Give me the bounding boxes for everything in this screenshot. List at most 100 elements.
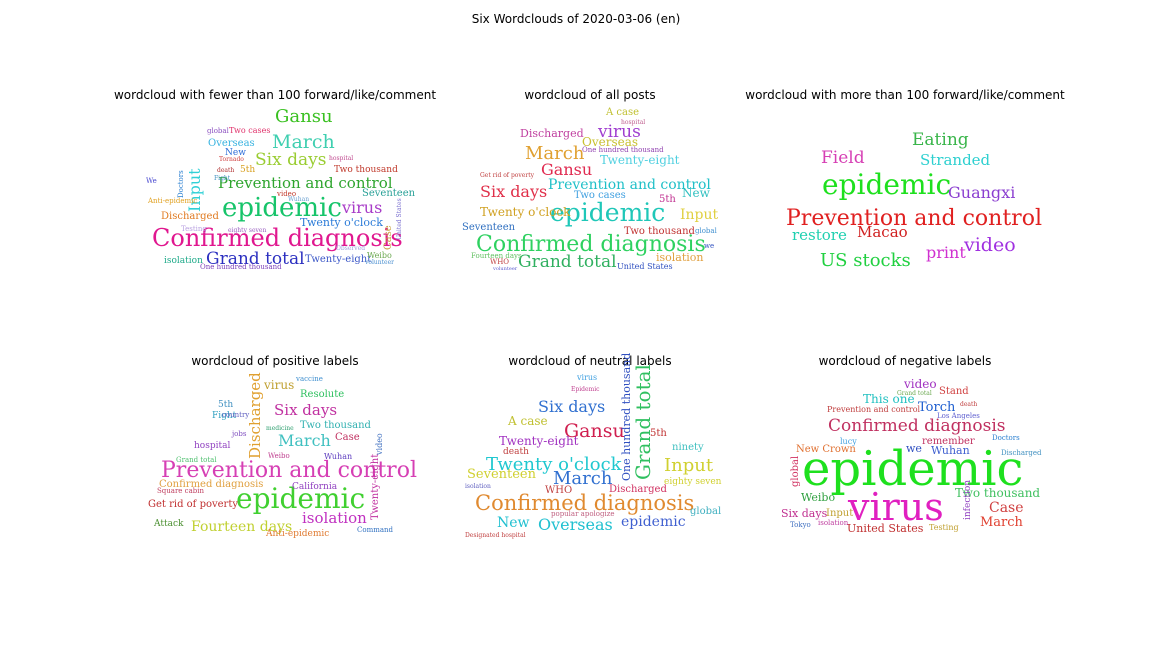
word-0-16: isolation	[164, 256, 203, 266]
word-2-0: Eating	[912, 130, 969, 150]
word-2-4: Guangxi	[948, 183, 1015, 202]
word-1-7: Gansu	[541, 160, 592, 179]
word-0-34: Anti-epidemic	[147, 197, 197, 205]
word-5-16: remember	[922, 436, 975, 447]
word-0-10: Twenty o'clock	[300, 216, 383, 229]
word-1-18: 5th	[659, 194, 676, 205]
word-1-8: Discharged	[520, 127, 584, 140]
word-5-1: virus	[847, 485, 944, 529]
word-3-13: 5th	[218, 400, 233, 410]
word-3-29: video	[375, 433, 384, 456]
word-5-14: video	[903, 377, 937, 391]
word-3-2: isolation	[302, 509, 367, 527]
word-0-23: United States	[396, 198, 403, 240]
word-0-32: Tornado	[219, 156, 244, 163]
word-3-19: California	[292, 482, 338, 492]
panel-title-all: wordcloud of all posts	[524, 88, 655, 102]
word-4-3: Six days	[538, 397, 605, 416]
word-4-20: global	[690, 506, 721, 517]
word-5-12: Wuhan	[931, 444, 970, 457]
word-5-0: epidemic	[802, 441, 1023, 497]
word-0-7: virus	[341, 198, 382, 217]
word-1-11: Twenty o'clock	[480, 205, 571, 219]
word-0-19: 5th	[240, 165, 255, 175]
word-0-6: Six days	[255, 150, 326, 170]
word-4-10: Seventeen	[467, 467, 537, 482]
word-4-14: Discharged	[609, 484, 667, 495]
word-1-15: Seventeen	[462, 222, 516, 233]
word-2-7: Macao	[857, 223, 908, 241]
word-4-15: 5th	[650, 428, 667, 439]
word-4-18: WHO	[545, 485, 572, 496]
word-3-8: Two thousand	[300, 420, 372, 431]
word-3-26: jobs	[231, 430, 247, 438]
word-0-4: March	[272, 131, 335, 153]
word-4-11: Twenty-eight	[499, 434, 579, 448]
word-0-20: Weibo	[367, 251, 392, 260]
word-5-21: Testing	[929, 523, 959, 532]
word-4-7: Overseas	[538, 515, 613, 534]
word-5-27: Los Angeles	[937, 412, 980, 420]
panel-title-neutral: wordcloud of neutral labels	[508, 354, 671, 368]
word-0-22: Case	[383, 225, 394, 250]
word-0-15: Discharged	[161, 211, 219, 222]
word-3-15: country	[222, 411, 249, 419]
word-3-24: vaccine	[295, 375, 323, 383]
word-3-27: Square cabin	[157, 487, 204, 495]
word-5-23: isolation	[818, 519, 849, 527]
word-5-28: Grand total	[897, 390, 932, 397]
word-5-19: we	[906, 442, 922, 455]
word-0-2: Grand total	[206, 249, 305, 269]
word-5-22: Tokyo	[790, 521, 811, 529]
word-1-25: volunteer	[492, 266, 518, 272]
word-5-2: Confirmed diagnosis	[828, 416, 1006, 436]
word-0-11: Overseas	[208, 138, 255, 149]
word-1-24: WHO	[490, 258, 509, 266]
word-4-13: One hundred thousand	[620, 353, 633, 481]
word-3-22: Wuhan	[324, 452, 352, 461]
word-0-25: Doctors	[177, 170, 185, 198]
word-3-11: Twenty-eight	[370, 454, 381, 520]
word-2-10: US stocks	[820, 250, 911, 271]
word-2-1: Field	[821, 148, 865, 168]
word-1-14: Two thousand	[624, 226, 696, 237]
word-5-4: Case	[989, 500, 1024, 516]
word-3-1: epidemic	[236, 482, 365, 515]
word-3-9: Case	[335, 432, 360, 443]
word-5-3: Two thousand	[955, 486, 1040, 500]
word-3-21: Command	[357, 526, 394, 534]
word-0-3: Prevention and control	[218, 174, 393, 192]
word-4-19: death	[503, 447, 529, 457]
word-3-10: Resolute	[300, 389, 344, 400]
word-1-17: New	[682, 186, 711, 200]
word-3-5: Six days	[274, 401, 337, 419]
word-5-7: Six days	[781, 507, 828, 520]
word-5-8: Weibo	[801, 491, 835, 504]
word-0-27: eighty seven	[228, 227, 266, 234]
word-3-12: hospital	[194, 441, 230, 451]
word-0-13: Two thousand	[334, 165, 398, 175]
word-1-12: Input	[680, 207, 719, 223]
word-1-10: Twenty-eight	[600, 153, 680, 167]
word-3-20: Confirmed diagnosis	[159, 479, 263, 490]
wordcloud-all-posts: Confirmed diagnosis epidemic Grand total Pr…	[462, 107, 719, 272]
word-0-36: Observed	[336, 245, 365, 252]
panel-title-more: wordcloud with more than 100 forward/lik…	[745, 88, 1065, 102]
panel-title-negative: wordcloud of negative labels	[819, 354, 992, 368]
word-1-0: Confirmed diagnosis	[476, 232, 706, 257]
word-0-17: One hundred thousand	[200, 263, 282, 271]
panel-title-positive: wordcloud of positive labels	[191, 354, 358, 368]
word-3-23: Weibo	[268, 452, 290, 460]
word-3-14: Fight	[212, 411, 237, 421]
word-1-16: isolation	[656, 251, 704, 264]
word-1-22: Fourteen days	[471, 252, 522, 260]
word-2-6: restore	[792, 226, 847, 244]
word-0-8: Input	[185, 168, 204, 212]
word-1-5: virus	[597, 122, 641, 142]
word-3-6: Discharged	[246, 372, 264, 459]
word-5-26: infection	[963, 480, 973, 520]
word-2-2: Stranded	[920, 151, 991, 169]
word-0-30: death	[217, 167, 234, 174]
